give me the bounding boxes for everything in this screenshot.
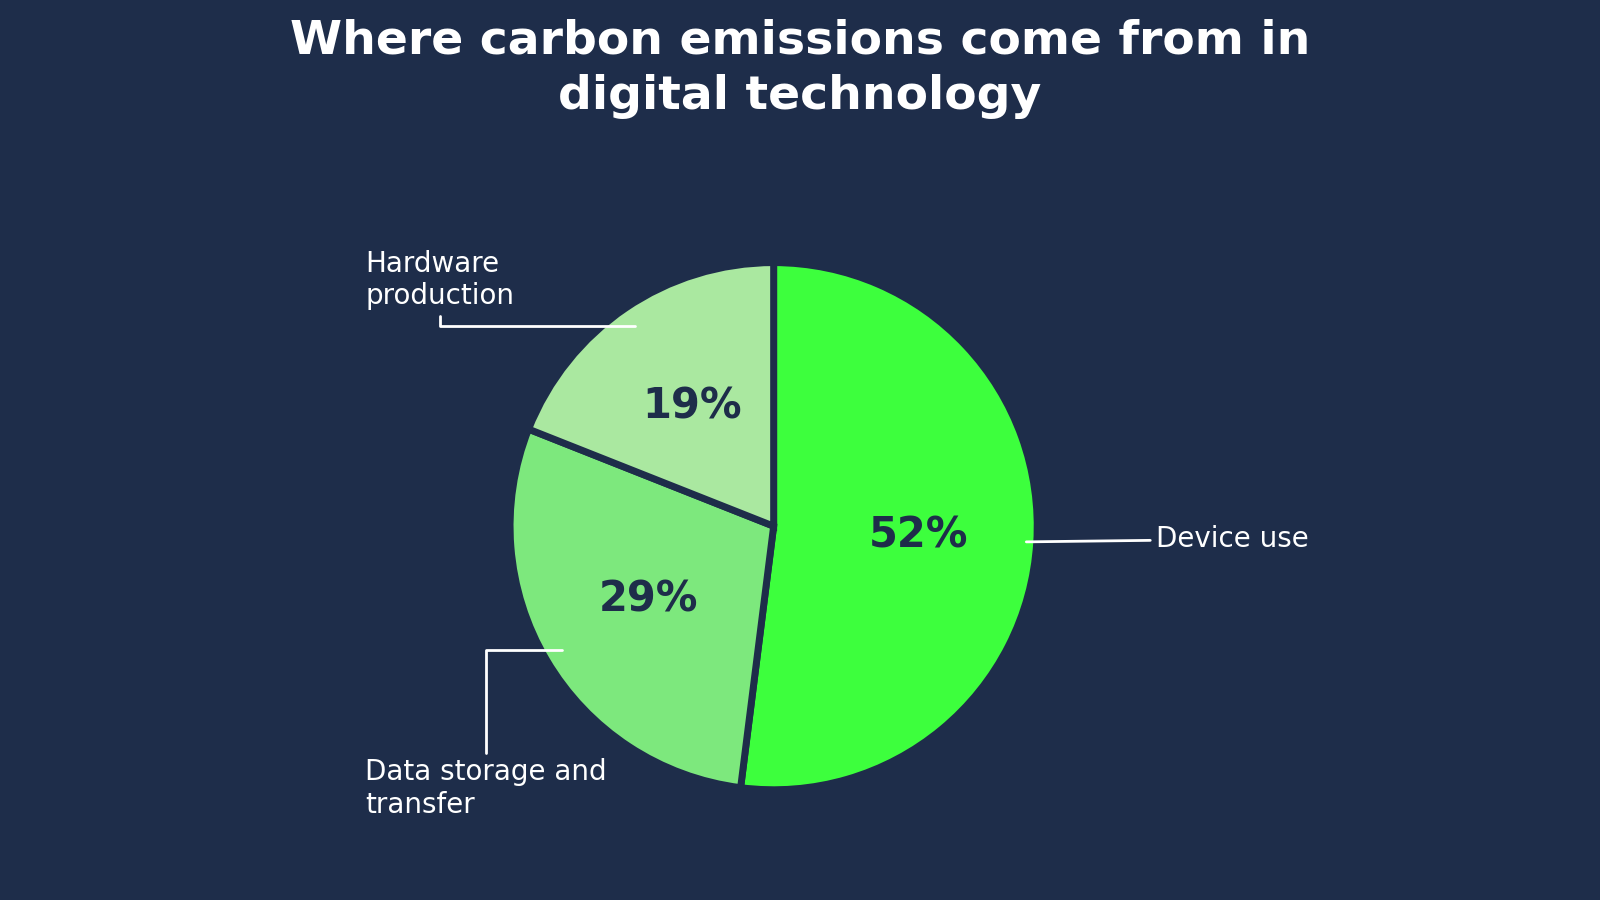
Text: 52%: 52% <box>869 514 968 556</box>
Text: Device use: Device use <box>1026 526 1309 554</box>
Text: 19%: 19% <box>642 385 742 428</box>
Text: Hardware
production: Hardware production <box>365 249 635 326</box>
Wedge shape <box>510 429 774 788</box>
Text: 29%: 29% <box>598 579 699 621</box>
Wedge shape <box>528 263 774 526</box>
Wedge shape <box>741 263 1037 789</box>
Title: Where carbon emissions come from in
digital technology: Where carbon emissions come from in digi… <box>290 19 1310 120</box>
Text: Data storage and
transfer: Data storage and transfer <box>365 650 606 818</box>
